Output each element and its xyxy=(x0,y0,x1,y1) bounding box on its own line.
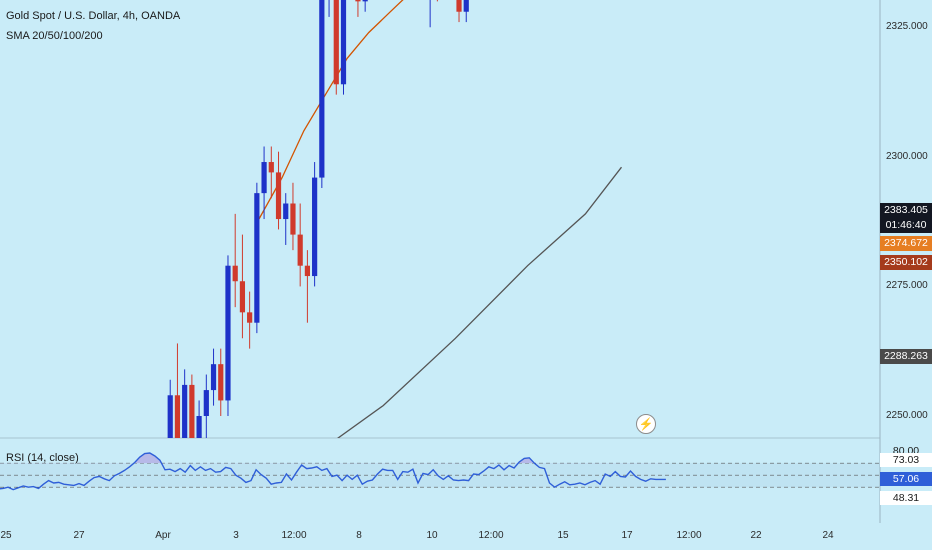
x-tick-label: 25 xyxy=(0,530,12,541)
candle-body xyxy=(203,390,209,416)
x-tick-label: 8 xyxy=(356,530,362,541)
y-tick-label: 2250.000 xyxy=(886,410,928,421)
x-tick-label: 22 xyxy=(750,530,762,541)
candle-body xyxy=(312,177,318,277)
moving-averages xyxy=(258,0,623,438)
y-tick-label: 2325.000 xyxy=(886,21,928,33)
x-tick-label: 12:00 xyxy=(676,530,702,541)
candle-body xyxy=(247,312,253,323)
rsi-band xyxy=(0,463,880,488)
candle-body xyxy=(355,0,361,2)
candle-body xyxy=(261,162,267,194)
x-tick-label: 27 xyxy=(73,530,85,541)
y-tick-label: 2300.000 xyxy=(886,150,928,162)
rsi-73-label: 73.03 xyxy=(880,453,932,467)
y-tick-label: 2275.000 xyxy=(886,280,928,292)
x-tick-label: 3 xyxy=(233,530,239,541)
sma100-badge: 2288.263 xyxy=(880,349,932,364)
candle-body xyxy=(232,265,238,282)
x-tick-label: 15 xyxy=(557,530,569,541)
candle-body xyxy=(463,0,469,12)
rsi-48-label: 48.31 xyxy=(880,491,932,505)
candle-body xyxy=(290,203,296,235)
candle-body xyxy=(225,265,231,401)
candle-body xyxy=(268,162,274,173)
candle-body xyxy=(304,265,310,277)
rsi-label: RSI (14, close) xyxy=(6,452,79,464)
chart-title: Gold Spot / U.S. Dollar, 4h, OANDA xyxy=(6,10,181,22)
x-tick-label: Apr xyxy=(155,530,171,541)
sma50-badge: 2350.102 xyxy=(880,255,932,270)
rsi-line-group xyxy=(0,452,666,491)
candle-body xyxy=(218,364,224,401)
candle-body xyxy=(196,416,202,438)
candle-body xyxy=(189,384,195,438)
candle-body xyxy=(456,0,462,12)
candle-body xyxy=(340,0,347,85)
candle-body xyxy=(174,395,181,438)
candle-body xyxy=(160,504,165,550)
candles xyxy=(160,0,469,550)
x-tick-label: 24 xyxy=(822,530,834,541)
candle-body xyxy=(283,203,289,220)
candle-body xyxy=(254,193,260,323)
x-tick-label: 12:00 xyxy=(478,530,504,541)
sma100-line xyxy=(336,166,623,438)
indicator-label: SMA 20/50/100/200 xyxy=(6,30,103,42)
last-price-badge: 2383.405 xyxy=(880,203,932,218)
rsi-current-badge: 57.06 xyxy=(880,472,932,486)
countdown-badge: 01:46:40 xyxy=(880,218,932,233)
x-tick-label: 17 xyxy=(621,530,633,541)
candle-body xyxy=(167,395,173,438)
rsi-pane xyxy=(0,0,881,523)
sma50-line xyxy=(258,0,404,220)
candle-body xyxy=(297,234,303,266)
rsi-line xyxy=(0,452,666,491)
lightning-icon[interactable]: ⚡ xyxy=(636,414,656,434)
x-tick-label: 12:00 xyxy=(281,530,307,541)
x-tick-label: 10 xyxy=(426,530,438,541)
candle-body xyxy=(182,384,188,438)
candle-body xyxy=(333,0,339,85)
candle-body xyxy=(275,172,282,220)
candle-body xyxy=(319,0,325,178)
candle-body xyxy=(210,364,217,391)
sma20-badge: 2374.672 xyxy=(880,236,932,251)
candle-body xyxy=(362,0,368,2)
candle-body xyxy=(239,281,246,313)
